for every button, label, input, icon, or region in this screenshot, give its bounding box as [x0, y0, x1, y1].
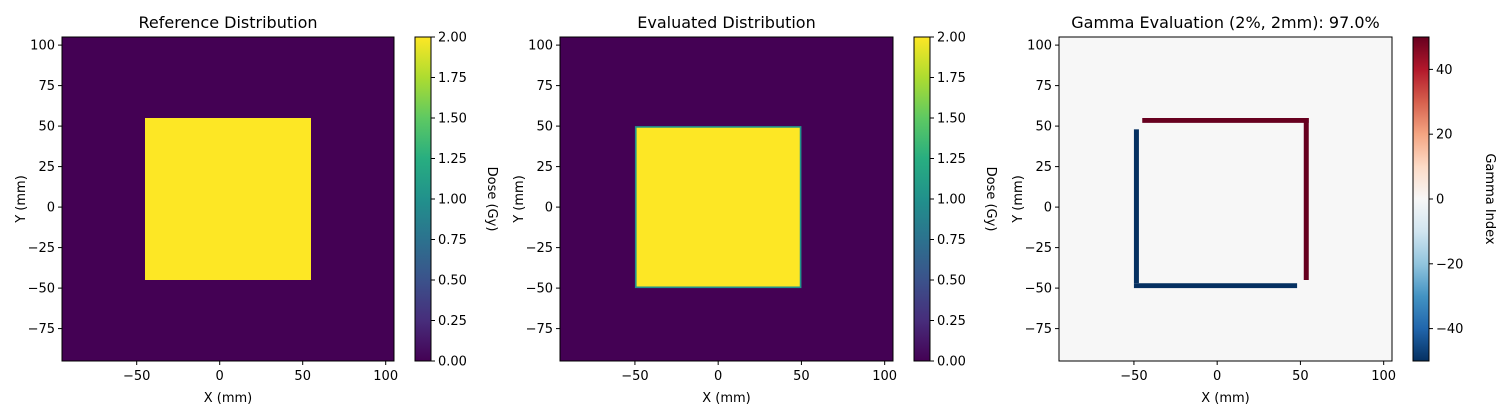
- y-tick-label: −25: [1025, 241, 1052, 256]
- x-tick-label: −50: [1120, 369, 1147, 384]
- colorbar-tick-label: 1.75: [438, 71, 467, 86]
- y-axis-label: Y (mm): [512, 175, 527, 224]
- chart-title: Reference Distribution: [139, 13, 318, 32]
- x-tick-label: 100: [872, 369, 897, 384]
- y-axis-label: Y (mm): [1011, 175, 1026, 224]
- heatmap-region: [1142, 118, 1309, 123]
- chart-title: Gamma Evaluation (2%, 2mm): 97.0%: [1071, 13, 1379, 32]
- colorbar-tick-label: 1.50: [438, 112, 467, 127]
- y-tick-label: −25: [526, 241, 553, 256]
- colorbar-tick-label: 0.75: [438, 233, 467, 248]
- colorbar-tick-label: 0.50: [937, 274, 966, 289]
- colorbar-tick-label: 0: [1436, 193, 1444, 208]
- x-tick-label: 100: [373, 369, 398, 384]
- y-tick-label: 50: [536, 120, 553, 135]
- y-tick-label: 75: [38, 79, 55, 94]
- y-tick-label: −75: [526, 322, 553, 337]
- colorbar: [913, 36, 931, 362]
- y-axis-label: Y (mm): [14, 175, 29, 224]
- x-tick-label: −50: [621, 369, 648, 384]
- y-tick-label: 0: [545, 201, 553, 216]
- colorbar-tick-label: 0.50: [438, 274, 467, 289]
- colorbar-tick-label: −20: [1436, 257, 1463, 272]
- colorbar-tick-label: −40: [1436, 322, 1463, 337]
- y-tick-label: 0: [1044, 201, 1052, 216]
- axes-frame: [61, 36, 395, 362]
- y-tick-label: −25: [28, 241, 55, 256]
- chart-panel-1: −50 0 50 100 −75 −50 −25 0 25 50 75 100 Reference Di…: [14, 13, 499, 406]
- y-tick-label: 25: [38, 160, 55, 175]
- colorbar-tick-label: 2.00: [937, 31, 966, 46]
- colorbar: [414, 36, 432, 362]
- y-tick-label: 100: [528, 39, 553, 54]
- heatmap-region: [1133, 283, 1298, 289]
- y-tick-label: −75: [1025, 322, 1052, 337]
- y-tick-label: −75: [28, 322, 55, 337]
- y-tick-label: 50: [1035, 120, 1052, 135]
- y-tick-label: −50: [526, 282, 553, 297]
- x-tick-label: −50: [123, 369, 150, 384]
- x-tick-label: 50: [793, 369, 810, 384]
- x-tick-label: 0: [216, 369, 224, 384]
- y-tick-label: 25: [536, 160, 553, 175]
- colorbar-label: Gamma Index: [1482, 153, 1497, 245]
- y-tick-label: 75: [536, 79, 553, 94]
- axes-frame: [559, 36, 894, 362]
- colorbar-tick-label: 0.25: [937, 314, 966, 329]
- y-tick-label: 75: [1035, 79, 1052, 94]
- x-tick-label: 50: [294, 369, 311, 384]
- colorbar-tick-label: 1.75: [937, 71, 966, 86]
- y-tick-label: 100: [30, 39, 55, 54]
- heatmap-region: [1133, 129, 1139, 284]
- y-tick-label: 100: [1027, 39, 1052, 54]
- y-tick-label: 50: [38, 120, 55, 135]
- colorbar-tick-label: 1.00: [937, 193, 966, 208]
- colorbar-tick-label: 40: [1436, 63, 1453, 78]
- x-tick-label: 100: [1371, 369, 1396, 384]
- heatmap-region: [636, 127, 800, 287]
- x-tick-label: 0: [714, 369, 722, 384]
- x-tick-label: 50: [1292, 369, 1309, 384]
- heatmap-region: [1303, 118, 1309, 280]
- x-axis-label: X (mm): [204, 391, 253, 406]
- chart-title: Evaluated Distribution: [637, 13, 815, 32]
- y-tick-label: 25: [1035, 160, 1052, 175]
- colorbar-label: Dose (Gy): [484, 167, 499, 232]
- axes-frame: [1058, 36, 1393, 362]
- x-axis-label: X (mm): [1201, 391, 1250, 406]
- y-tick-label: −50: [1025, 282, 1052, 297]
- colorbar-tick-label: 0.75: [937, 233, 966, 248]
- chart-panel-3: −50 0 50 100 −75 −50 −25 0 25 50 75 100 Gamma Evalua…: [1011, 13, 1497, 406]
- colorbar-tick-label: 1.00: [438, 193, 467, 208]
- heatmap-region: [145, 118, 311, 280]
- colorbar-tick-label: 1.25: [438, 152, 467, 167]
- colorbar-tick-label: 20: [1436, 128, 1453, 143]
- colorbar-tick-label: 0.00: [438, 355, 467, 370]
- x-tick-label: 0: [1213, 369, 1221, 384]
- colorbar-tick-label: 0.25: [438, 314, 467, 329]
- colorbar-label: Dose (Gy): [983, 167, 998, 232]
- x-axis-label: X (mm): [702, 391, 751, 406]
- colorbar-tick-label: 1.25: [937, 152, 966, 167]
- colorbar: [1412, 36, 1430, 362]
- colorbar-tick-label: 0.00: [937, 355, 966, 370]
- colorbar-tick-label: 1.50: [937, 112, 966, 127]
- colorbar-tick-label: 2.00: [438, 31, 467, 46]
- heatmap-background: [1059, 37, 1392, 361]
- y-tick-label: 0: [47, 201, 55, 216]
- chart-panel-2: −50 0 50 100 −75 −50 −25 0 25 50 75 100 Evaluated Di…: [512, 13, 998, 406]
- y-tick-label: −50: [28, 282, 55, 297]
